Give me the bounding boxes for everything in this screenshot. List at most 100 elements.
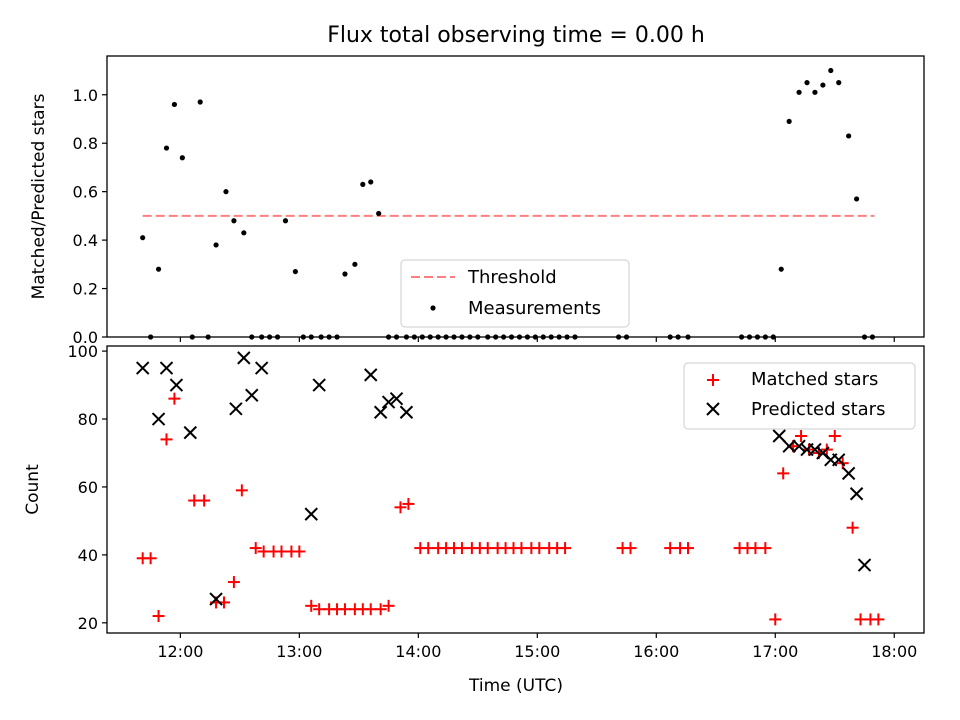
- matched-star-marker: [382, 599, 395, 612]
- x-tick-label: 18:00: [871, 642, 917, 661]
- measurement-point: [820, 82, 826, 88]
- predicted-star-marker: [304, 507, 318, 521]
- matched-star-marker: [846, 521, 859, 534]
- bottom-y-tick-label: 40: [78, 546, 98, 565]
- predicted-star-marker: [229, 402, 243, 416]
- matched-star-marker: [235, 484, 248, 497]
- matched-star-marker: [802, 443, 815, 456]
- matched-star-marker: [160, 433, 173, 446]
- measurement-point: [796, 89, 802, 95]
- matched-star-marker: [402, 497, 415, 510]
- predicted-star-marker: [159, 361, 174, 375]
- predicted-star-marker: [389, 391, 404, 406]
- measurement-point: [352, 261, 358, 267]
- bottom-y-ticks: 20 40 60 80 100: [67, 342, 107, 633]
- predicted-star-marker: [312, 378, 326, 392]
- bottom-y-tick-label: 80: [78, 410, 98, 429]
- predicted-star-marker: [364, 368, 378, 382]
- measurement-point: [155, 266, 162, 272]
- predicted-star-marker: [237, 351, 251, 365]
- matched-star-marker: [227, 576, 240, 589]
- measurement-point: [846, 133, 852, 139]
- matched-star-marker: [198, 494, 211, 507]
- measurement-point: [853, 196, 860, 202]
- bottom-y-tick-label: 20: [78, 614, 98, 633]
- top-legend-box: [400, 259, 630, 328]
- matched-star-marker: [394, 501, 407, 514]
- top-legend: Threshold Measurements: [400, 259, 630, 328]
- matched-star-marker: [559, 542, 572, 555]
- measurement-point: [231, 218, 237, 224]
- predicted-star-marker: [841, 466, 856, 481]
- bottom-panel: 20 40 60 80 100 12:00 13:00 14:00 15:00 16:00 17:…: [23, 342, 925, 696]
- predicted-star-marker: [381, 395, 396, 409]
- predicted-star-marker: [183, 425, 197, 440]
- predicted-star-marker: [254, 361, 269, 375]
- predicted-star-marker: [792, 439, 806, 453]
- matched-star-marker: [168, 392, 181, 405]
- measurements-legend-label: Measurements: [468, 298, 601, 319]
- matched-legend-label: Matched stars: [751, 369, 878, 390]
- top-y-tick-label: 0.8: [73, 134, 98, 153]
- bottom-x-ticks: 12:00 13:00 14:00 15:00 16:00 17:00 18:00: [157, 633, 917, 661]
- predicted-star-marker: [373, 405, 388, 419]
- matched-star-marker: [795, 430, 808, 443]
- top-y-tick-label: 0.6: [73, 183, 98, 202]
- matched-star-marker: [872, 613, 885, 626]
- measurement-point: [179, 155, 185, 161]
- measurement-point: [778, 266, 784, 272]
- measurement-point: [804, 80, 810, 86]
- matched-legend-swatch: [707, 374, 719, 386]
- x-tick-label: 15:00: [514, 642, 560, 661]
- measurement-point: [836, 80, 842, 86]
- measurement-point: [292, 268, 298, 275]
- matched-star-marker: [828, 430, 841, 443]
- matched-star-marker: [374, 603, 387, 616]
- matched-star-marker: [293, 545, 306, 558]
- top-axes-frame: [106, 55, 925, 338]
- predicted-star-marker: [832, 453, 846, 467]
- predicted-star-marker: [209, 592, 223, 606]
- matched-star-marker: [777, 467, 790, 480]
- predicted-star-marker: [399, 405, 414, 419]
- measurement-point: [368, 179, 374, 185]
- x-tick-label: 13:00: [276, 642, 322, 661]
- x-tick-label: 14:00: [395, 642, 441, 661]
- matched-star-marker: [305, 599, 318, 612]
- matched-star-marker: [624, 542, 637, 555]
- predicted-star-marker: [808, 442, 822, 457]
- predicted-star-marker: [151, 412, 166, 426]
- measurement-point: [812, 89, 818, 95]
- bottom-axes-frame: [106, 345, 925, 634]
- predicted-legend-swatch: [706, 402, 720, 416]
- predicted-star-marker: [849, 487, 864, 501]
- top-x-ticks: [179, 337, 895, 342]
- measurement-point: [342, 271, 348, 277]
- top-panel: Flux total observing time = 0.00 h 0.00.…: [29, 23, 925, 347]
- x-axis-label: Time (UTC): [468, 676, 563, 696]
- measurement-point: [376, 210, 382, 217]
- matched-star-marker: [769, 613, 782, 626]
- matched-star-marker: [144, 552, 157, 565]
- top-y-ticks: 0.0 0.2 0.4 0.6 0.8 1.0: [73, 86, 107, 347]
- matched-star-marker: [682, 542, 695, 555]
- measurement-point: [223, 189, 229, 195]
- x-tick-label: 16:00: [633, 642, 679, 661]
- predicted-star-marker: [169, 378, 184, 392]
- top-y-tick-label: 1.0: [73, 86, 98, 105]
- matched-star-marker: [249, 542, 262, 555]
- predicted-star-markers: [135, 351, 872, 606]
- predicted-star-marker: [857, 558, 872, 572]
- bottom-legend: Matched stars Predicted stars: [683, 362, 916, 430]
- measurement-point: [163, 145, 170, 151]
- top-y-tick-label: 0.2: [73, 280, 98, 299]
- measurement-point: [282, 218, 289, 224]
- bottom-y-tick-label: 60: [78, 478, 98, 497]
- chart-title: Flux total observing time = 0.00 h: [327, 23, 705, 48]
- bottom-y-axis-label: Count: [23, 464, 43, 515]
- predicted-star-marker: [782, 439, 796, 453]
- matched-star-marker: [759, 542, 772, 555]
- matched-star-marker: [152, 610, 165, 623]
- measurements-legend-swatch: [430, 305, 436, 311]
